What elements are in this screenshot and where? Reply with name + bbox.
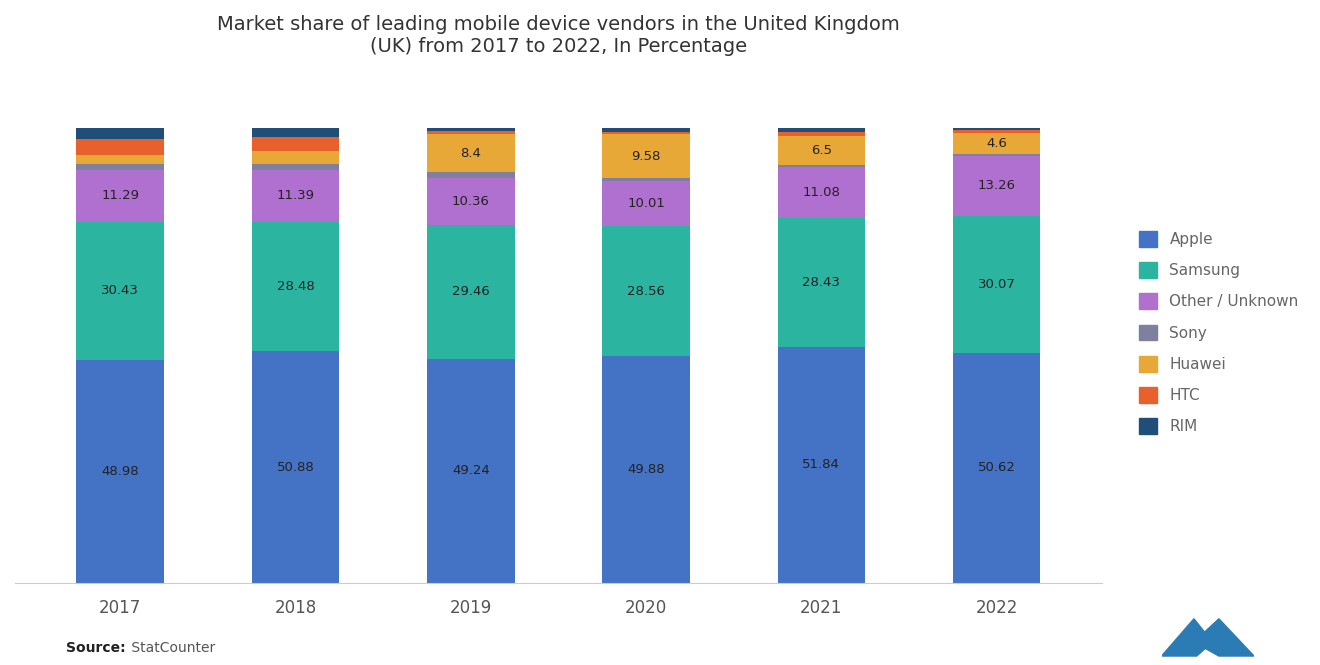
Bar bbox=[602, 178, 690, 181]
Bar bbox=[252, 170, 339, 222]
Text: 28.43: 28.43 bbox=[803, 276, 841, 289]
Text: 30.07: 30.07 bbox=[978, 278, 1015, 291]
Text: 11.39: 11.39 bbox=[276, 190, 314, 202]
Text: 49.88: 49.88 bbox=[627, 463, 665, 476]
Bar bbox=[77, 156, 164, 164]
Bar bbox=[602, 134, 690, 178]
Bar bbox=[426, 132, 515, 134]
Bar bbox=[777, 347, 865, 583]
Bar bbox=[77, 140, 164, 156]
Text: 10.36: 10.36 bbox=[451, 195, 490, 208]
Bar bbox=[252, 128, 339, 137]
Text: 51.84: 51.84 bbox=[803, 458, 841, 471]
Polygon shape bbox=[1195, 618, 1254, 656]
Bar bbox=[252, 164, 339, 170]
Bar bbox=[426, 134, 515, 172]
Text: 28.48: 28.48 bbox=[277, 280, 314, 293]
Bar bbox=[953, 216, 1040, 352]
Text: 28.56: 28.56 bbox=[627, 285, 665, 297]
Bar bbox=[252, 151, 339, 164]
Text: StatCounter: StatCounter bbox=[127, 640, 215, 655]
Bar bbox=[602, 128, 690, 132]
Bar bbox=[77, 360, 164, 583]
Bar bbox=[426, 172, 515, 178]
Bar bbox=[777, 136, 865, 165]
Text: 10.01: 10.01 bbox=[627, 197, 665, 210]
Text: 48.98: 48.98 bbox=[102, 465, 139, 478]
Bar bbox=[602, 132, 690, 134]
Bar bbox=[953, 133, 1040, 154]
Bar bbox=[602, 356, 690, 583]
Bar bbox=[953, 128, 1040, 130]
Polygon shape bbox=[1162, 618, 1213, 656]
Text: 8.4: 8.4 bbox=[461, 147, 482, 160]
Bar bbox=[77, 170, 164, 221]
Bar bbox=[252, 137, 339, 151]
Text: 11.08: 11.08 bbox=[803, 186, 841, 199]
Text: 13.26: 13.26 bbox=[978, 179, 1015, 192]
Text: 9.58: 9.58 bbox=[631, 150, 661, 162]
Text: 50.62: 50.62 bbox=[978, 462, 1015, 474]
Text: 50.88: 50.88 bbox=[277, 461, 314, 473]
Bar bbox=[777, 165, 865, 168]
Bar bbox=[77, 164, 164, 170]
Bar bbox=[252, 351, 339, 583]
Bar bbox=[602, 181, 690, 226]
Bar bbox=[777, 217, 865, 347]
Bar bbox=[426, 359, 515, 583]
Bar bbox=[953, 156, 1040, 216]
Title: Market share of leading mobile device vendors in the United Kingdom
(UK) from 20: Market share of leading mobile device ve… bbox=[216, 15, 900, 56]
Text: 4.6: 4.6 bbox=[986, 137, 1007, 150]
Bar bbox=[426, 178, 515, 225]
Legend: Apple, Samsung, Other / Unknown, Sony, Huawei, HTC, RIM: Apple, Samsung, Other / Unknown, Sony, H… bbox=[1131, 223, 1307, 442]
Text: 49.24: 49.24 bbox=[451, 464, 490, 477]
Bar bbox=[426, 128, 515, 132]
Bar bbox=[953, 154, 1040, 156]
Text: 30.43: 30.43 bbox=[102, 285, 139, 297]
Text: 29.46: 29.46 bbox=[451, 285, 490, 299]
Bar bbox=[252, 222, 339, 351]
Bar bbox=[77, 128, 164, 140]
Bar bbox=[602, 226, 690, 356]
Bar bbox=[777, 132, 865, 136]
Text: 11.29: 11.29 bbox=[102, 190, 139, 202]
Bar bbox=[777, 128, 865, 132]
Text: 6.5: 6.5 bbox=[810, 144, 832, 157]
Text: Source:: Source: bbox=[66, 640, 125, 655]
Bar bbox=[77, 221, 164, 360]
Bar bbox=[426, 225, 515, 359]
Bar bbox=[777, 168, 865, 217]
Bar bbox=[953, 130, 1040, 133]
Bar bbox=[953, 352, 1040, 583]
